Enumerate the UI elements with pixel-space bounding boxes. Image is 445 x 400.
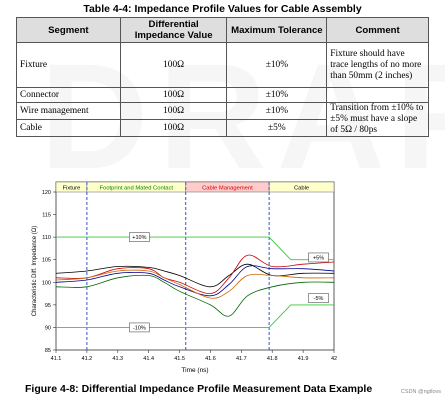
x-tick-label: 42	[331, 356, 337, 362]
region-label: Fixture	[63, 186, 81, 192]
y-axis-title: Characteristic Diff. Impedance (Ω)	[32, 226, 38, 316]
y-tick-label: 120	[42, 190, 51, 196]
x-tick-label: 41.6	[205, 356, 216, 362]
x-tick-label: 41.2	[82, 356, 93, 362]
cell-comment: Transition from ±10% to ±5% must have a …	[326, 102, 429, 137]
region-label: Cable	[294, 186, 309, 192]
x-tick-label: 41.7	[236, 356, 247, 362]
table-row: Fixture 100Ω ±10% Fixture should have tr…	[16, 42, 429, 88]
y-tick-label: 110	[42, 235, 51, 241]
cell-comment: Fixture should have trace lengths of no …	[326, 42, 429, 88]
y-tick-label: 95	[45, 303, 51, 309]
header-impedance: Differential Impedance Value	[119, 17, 228, 43]
x-tick-label: 41.9	[298, 356, 309, 362]
annotation-label: +5%	[313, 255, 324, 261]
cell-segment: Wire management	[16, 102, 121, 120]
impedance-table: Segment Differential Impedance Value Max…	[16, 17, 429, 137]
annotation-label: -5%	[314, 296, 324, 302]
x-tick-label: 41.4	[143, 356, 154, 362]
annotation-box	[308, 293, 329, 303]
table-row: Cable 100Ω ±5%	[16, 119, 429, 137]
y-tick-label: 100	[42, 280, 51, 286]
cell-tolerance: ±10%	[226, 87, 328, 103]
y-tick-label: 115	[42, 213, 51, 219]
cell-segment: Fixture	[16, 42, 121, 88]
data-series-line	[55, 269, 335, 299]
impedance-profile-chart: Fixture Footprint and Mated Contact Cable …	[32, 181, 337, 374]
figure-caption: Figure 4-8: Differential Impedance Profi…	[25, 383, 373, 395]
region-label: Footprint and Mated Contact	[100, 186, 174, 192]
cell-impedance: 100Ω	[119, 42, 228, 88]
x-tick-label: 41.5	[174, 356, 185, 362]
header-tolerance: Maximum Tolerance	[226, 17, 328, 43]
y-tick-label: 90	[45, 325, 51, 331]
cell-tolerance: ±10%	[226, 102, 328, 120]
cell-impedance: 100Ω	[119, 102, 228, 120]
plot-area	[55, 181, 335, 351]
cell-impedance: 100Ω	[119, 119, 228, 137]
data-series-line	[55, 254, 335, 295]
cell-tolerance: ±10%	[226, 42, 328, 88]
cell-segment: Connector	[16, 87, 121, 103]
x-tick-label: 41.1	[51, 356, 62, 362]
table-row: Wire management 100Ω ±10% Transition fro…	[16, 102, 429, 137]
annotation-box	[129, 232, 150, 242]
table-header-row: Segment Differential Impedance Value Max…	[16, 17, 429, 43]
lower-limit-line	[56, 304, 334, 328]
header-comment: Comment	[326, 17, 429, 43]
cell-comment	[326, 87, 429, 103]
table-caption: Table 4-4: Impedance Profile Values for …	[83, 3, 362, 15]
cell-segment: Cable	[16, 119, 121, 137]
x-axis-title: Time (ns)	[181, 367, 208, 374]
credit-text: CSDN @ngtlovs	[400, 389, 441, 395]
y-tick-label: 105	[42, 258, 51, 264]
y-tick-label: 85	[45, 348, 51, 354]
cell-tolerance: ±5%	[226, 119, 328, 137]
annotation-label: -10%	[133, 325, 146, 331]
header-segment: Segment	[16, 17, 121, 43]
cell-impedance: 100Ω	[119, 87, 228, 103]
table-row: Connector 100Ω ±10%	[16, 87, 429, 103]
region-label: Cable Management	[202, 186, 253, 192]
x-tick-label: 41.3	[112, 356, 123, 362]
annotation-box	[308, 252, 329, 263]
data-series-line	[55, 274, 335, 317]
annotation-box	[129, 322, 150, 333]
annotation-label: +10%	[132, 235, 146, 241]
x-tick-label: 41.8	[267, 356, 278, 362]
